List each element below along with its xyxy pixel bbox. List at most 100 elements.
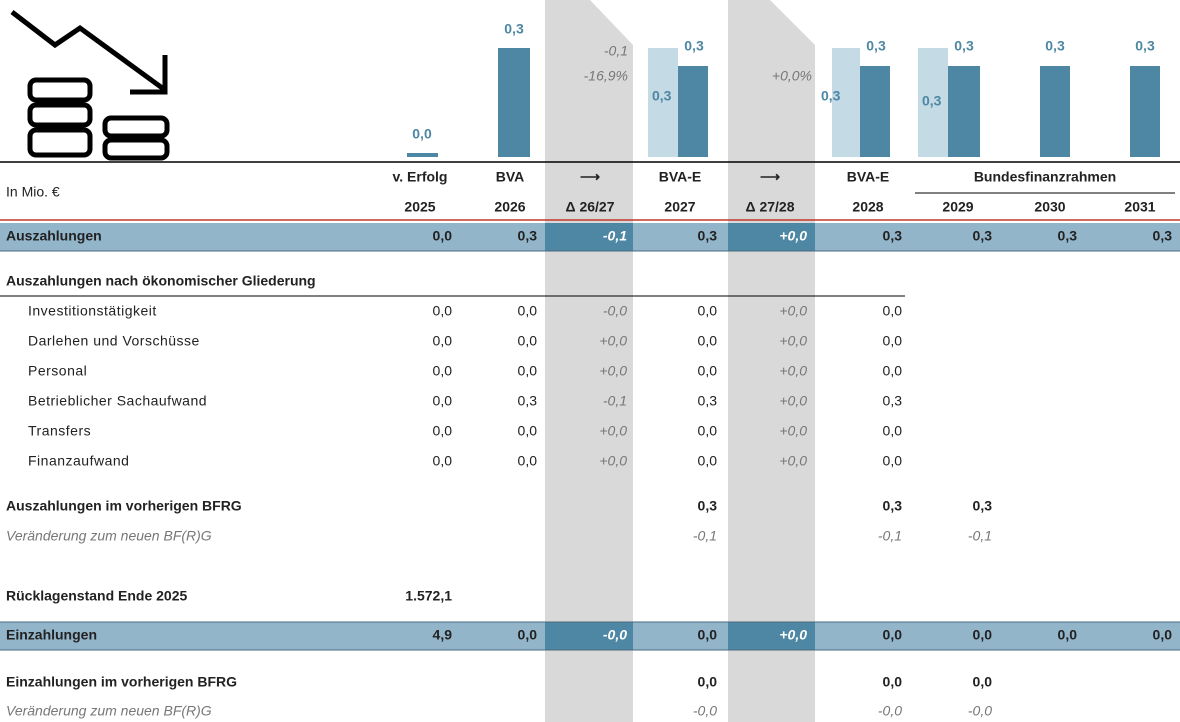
cell: 0,0 [518,627,538,643]
row-label: Rücklagenstand Ende 2025 [6,588,188,604]
cell: -0,0 [603,627,627,643]
bar-previous [832,48,860,157]
column-header: BVA-E [847,169,890,185]
cell: 0,0 [973,674,993,690]
cell: 0,3 [883,498,903,514]
column-header: 2027 [664,199,695,215]
cell: 0,0 [433,228,453,244]
column-header: ⟶ [760,169,780,185]
row-label: Betrieblicher Sachaufwand [28,393,207,409]
cell: 0,3 [518,393,538,409]
column-header: 2029 [942,199,973,215]
cell: -0,0 [603,303,627,319]
bar-label: 0,3 [821,88,841,104]
row-band-delta [545,622,633,650]
row-label: Auszahlungen [6,228,102,244]
bar [1130,66,1160,157]
bar-label: 0,3 [1135,38,1155,54]
cell: 0,0 [1058,627,1078,643]
cell: 0,0 [433,453,453,469]
icon [10,10,170,161]
cell: 0,3 [883,228,903,244]
column-header: BVA-E [659,169,702,185]
cell: 0,0 [973,627,993,643]
row-label: Einzahlungen [6,627,97,643]
delta-label: +0,0% [772,68,812,84]
column-header: Δ 27/28 [746,199,795,215]
bar [860,66,890,157]
cell: 0,0 [518,333,538,349]
cell: -0,1 [603,228,627,244]
delta-band [728,0,815,722]
cell: 0,0 [883,674,903,690]
bar [407,153,438,157]
cell: 0,0 [433,423,453,439]
cell: +0,0 [779,333,807,349]
cell: 0,0 [518,303,538,319]
column-header: 2030 [1034,199,1065,215]
cell: 0,0 [433,393,453,409]
delta-band [545,0,633,722]
cell: 0,0 [698,303,718,319]
row-label: Investitionstätigkeit [28,303,157,319]
row-label: Transfers [28,423,91,439]
bar-label: 0,0 [412,126,432,142]
row-label: Personal [28,363,87,379]
cell: +0,0 [599,423,627,439]
cell: 0,0 [883,453,903,469]
row-label: Finanzaufwand [28,453,129,469]
cell: +0,0 [599,333,627,349]
cell: 0,3 [698,498,718,514]
cell: 0,0 [883,303,903,319]
column-header: BVA [496,169,525,185]
cell: 0,3 [973,498,993,514]
cell: 0,0 [698,453,718,469]
row-label: Darlehen und Vorschüsse [28,333,200,349]
cell: 4,9 [433,627,453,643]
bar-label: 0,3 [922,93,942,109]
bar-label: 0,3 [652,88,672,104]
bar-previous [918,48,948,157]
row-label: Auszahlungen im vorherigen BFRG [6,498,242,514]
bar-label: 0,3 [954,38,974,54]
cell: 0,3 [1058,228,1078,244]
unit-label: In Mio. € [6,184,60,200]
cell: -0,1 [968,528,992,544]
cell: +0,0 [779,228,807,244]
bar [678,66,708,157]
cell: +0,0 [779,303,807,319]
cell: 0,0 [698,674,718,690]
cell: -0,1 [878,528,902,544]
cell: 0,0 [518,363,538,379]
cell: 0,0 [1153,627,1173,643]
row-band-delta [728,223,815,251]
cell: +0,0 [779,423,807,439]
bar [498,48,530,157]
cell: +0,0 [779,627,807,643]
column-header: 2028 [852,199,883,215]
cell: 0,0 [883,363,903,379]
cell: 0,0 [698,363,718,379]
cell: 0,0 [433,363,453,379]
cell: 0,3 [973,228,993,244]
cell: -0,1 [693,528,717,544]
column-header: 2026 [494,199,525,215]
cell: 0,0 [518,453,538,469]
cell: +0,0 [779,363,807,379]
column-header: 2025 [404,199,435,215]
cell: 0,0 [883,423,903,439]
cell: -0,1 [603,393,627,409]
row-label: Einzahlungen im vorherigen BFRG [6,674,237,690]
cell: 0,0 [518,423,538,439]
cell: -0,0 [878,703,902,719]
delta-label: -16,9% [584,68,628,84]
cell: -0,0 [968,703,992,719]
row-band-delta [728,622,815,650]
bar-label: 0,3 [684,38,704,54]
cell: 0,3 [698,228,718,244]
cell: 0,0 [698,333,718,349]
bar-previous [648,48,678,157]
cell: 0,3 [518,228,538,244]
delta-label: -0,1 [604,43,628,59]
